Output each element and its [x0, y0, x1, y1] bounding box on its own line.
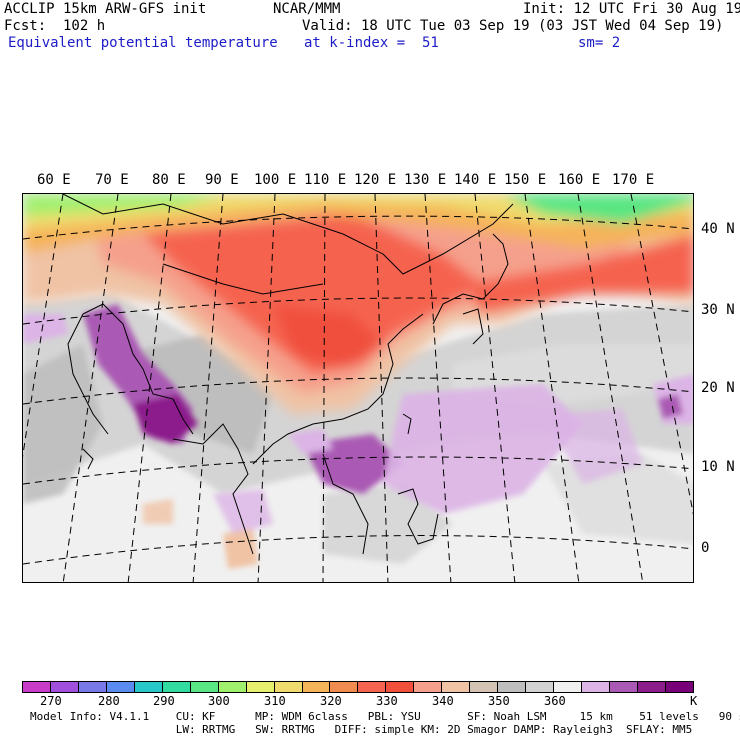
colorbar-swatch — [554, 682, 583, 692]
lon-label: 110 E — [304, 172, 347, 188]
colorbar-tick-label: 330 — [376, 694, 398, 708]
colorbar-tick-label: 290 — [153, 694, 175, 708]
colorbar-swatch — [190, 682, 219, 692]
colorbar-swatch — [610, 682, 638, 692]
colorbar-swatch — [414, 682, 443, 692]
run-title: ACCLIP 15km ARW-GFS init — [4, 1, 207, 17]
colorbar — [22, 681, 694, 693]
equivalent-potential-temperature-map — [23, 194, 693, 582]
colorbar-swatch — [246, 682, 275, 692]
colorbar-tick-label: 360 — [544, 694, 566, 708]
colorbar-swatch — [637, 682, 666, 692]
colorbar-swatch — [302, 682, 331, 692]
lat-label: 40 N — [701, 221, 735, 237]
lon-label: 170 E — [612, 172, 655, 188]
colorbar-swatch — [665, 682, 693, 692]
colorbar-swatch — [386, 682, 415, 692]
colorbar-swatch — [358, 682, 387, 692]
colorbar-swatch — [498, 682, 527, 692]
lat-label: 20 N — [701, 380, 735, 396]
colorbar-tick-label: 310 — [264, 694, 286, 708]
map-panel — [22, 193, 694, 583]
lon-label: 100 E — [254, 172, 297, 188]
lon-label: 70 E — [95, 172, 129, 188]
smoothing: sm= 2 — [578, 35, 621, 51]
lon-label: 80 E — [152, 172, 186, 188]
lat-label: 10 N — [701, 459, 735, 475]
colorbar-tick-label: 280 — [98, 694, 120, 708]
organization: NCAR/MMM — [273, 1, 341, 17]
level-index: at k-index = 51 — [304, 35, 439, 51]
colorbar-tick-label: 320 — [320, 694, 342, 708]
model-info-line2: LW: RRTMG SW: RRTMG DIFF: simple KM: 2D … — [30, 723, 693, 736]
lon-label: 160 E — [558, 172, 601, 188]
model-info-line1: Model Info: V4.1.1 CU: KF MP: WDM 6class… — [30, 710, 740, 723]
colorbar-swatch — [134, 682, 163, 692]
graticule — [23, 194, 693, 582]
colorbar-swatch — [274, 682, 303, 692]
colorbar-tick-label: 270 — [40, 694, 62, 708]
lon-label: 150 E — [504, 172, 547, 188]
lon-label: 60 E — [37, 172, 71, 188]
init-time: Init: 12 UTC Fri 30 Aug 19 — [523, 1, 740, 17]
colorbar-swatch — [582, 682, 611, 692]
field-name: Equivalent potential temperature — [8, 35, 278, 51]
colorbar-tick-label: 300 — [208, 694, 230, 708]
colorbar-swatch — [23, 682, 51, 692]
colorbar-unit: K — [690, 694, 698, 708]
colorbar-swatch — [218, 682, 247, 692]
colorbar-swatch — [78, 682, 107, 692]
colorbar-swatch — [526, 682, 555, 692]
colorbar-swatch — [442, 682, 471, 692]
lat-label: 30 N — [701, 302, 735, 318]
valid-time: Valid: 18 UTC Tue 03 Sep 19 (03 JST Wed … — [302, 18, 724, 34]
coastlines — [62, 194, 514, 555]
lon-label: 90 E — [205, 172, 239, 188]
colorbar-swatch — [162, 682, 191, 692]
colorbar-swatch — [106, 682, 135, 692]
lon-label: 140 E — [454, 172, 497, 188]
lat-label: 0 — [701, 540, 710, 556]
lon-label: 130 E — [404, 172, 447, 188]
colorbar-tick-label: 340 — [432, 694, 454, 708]
colorbar-swatch — [330, 682, 359, 692]
colorbar-swatch — [470, 682, 499, 692]
colorbar-tick-label: 350 — [488, 694, 510, 708]
lon-label: 120 E — [354, 172, 397, 188]
colorbar-swatch — [50, 682, 79, 692]
forecast-hour: Fcst: 102 h — [4, 18, 106, 34]
